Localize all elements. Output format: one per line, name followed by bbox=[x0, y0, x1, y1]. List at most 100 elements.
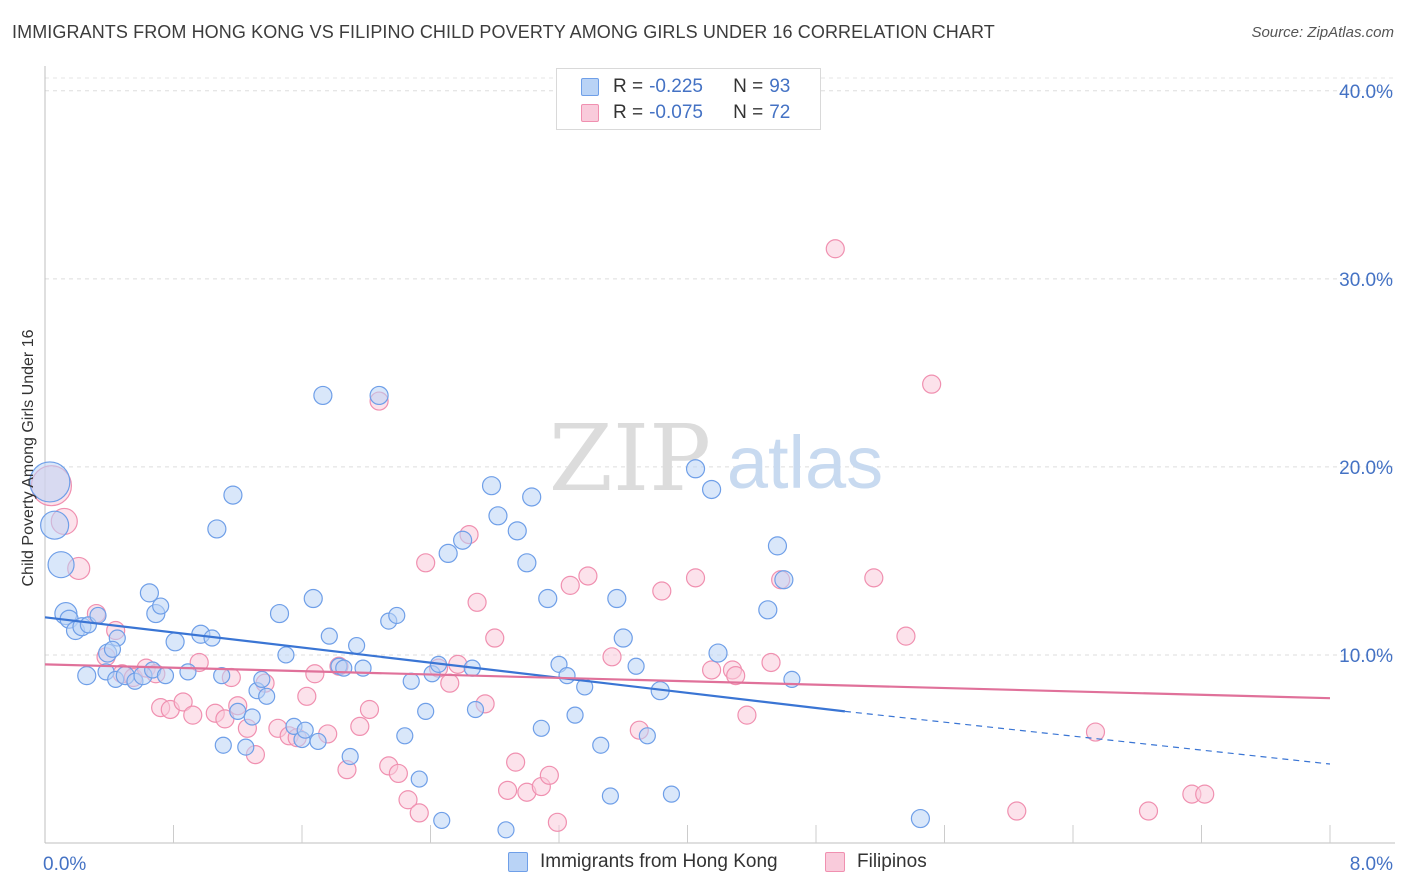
data-point bbox=[237, 738, 255, 756]
data-point bbox=[910, 808, 931, 829]
trend-line-hong-kong-extension bbox=[844, 710, 1331, 765]
data-point bbox=[498, 780, 518, 800]
data-point bbox=[297, 686, 317, 706]
legend-label: Filipinos bbox=[857, 851, 927, 872]
data-point bbox=[485, 628, 505, 648]
data-point bbox=[825, 239, 845, 259]
data-point bbox=[305, 664, 325, 684]
data-point bbox=[77, 666, 97, 686]
data-point bbox=[547, 812, 567, 832]
source-label: Source: ZipAtlas.com bbox=[1251, 24, 1394, 41]
data-point bbox=[517, 553, 537, 573]
data-point bbox=[701, 660, 722, 680]
data-point bbox=[433, 811, 451, 830]
data-point bbox=[348, 636, 366, 655]
data-point bbox=[388, 763, 408, 784]
data-point bbox=[214, 736, 232, 754]
y-tick-label: 40.0% bbox=[1339, 82, 1393, 103]
data-point bbox=[417, 702, 435, 720]
data-point bbox=[662, 785, 681, 803]
data-point bbox=[726, 666, 746, 686]
legend-r-label: R = bbox=[613, 76, 644, 97]
data-point bbox=[607, 588, 627, 609]
data-point bbox=[179, 663, 197, 681]
data-point bbox=[578, 566, 598, 586]
data-point bbox=[29, 461, 71, 503]
data-point bbox=[229, 702, 247, 720]
data-point bbox=[758, 600, 778, 620]
data-point bbox=[207, 519, 227, 539]
data-point bbox=[296, 721, 314, 739]
data-point bbox=[652, 581, 672, 601]
data-point bbox=[388, 606, 406, 625]
data-point bbox=[1085, 722, 1106, 742]
data-point bbox=[165, 632, 185, 652]
data-point bbox=[522, 487, 542, 507]
legend-n-label: N = bbox=[733, 76, 764, 97]
data-point bbox=[774, 570, 794, 590]
data-point bbox=[416, 553, 436, 573]
data-point bbox=[507, 521, 527, 541]
legend-swatch-pink bbox=[581, 104, 599, 122]
data-point bbox=[309, 732, 327, 751]
tick-labels: 10.0% 20.0% 30.0% 40.0% 0.0% 8.0% bbox=[43, 82, 1393, 875]
data-point bbox=[701, 479, 722, 500]
data-point bbox=[685, 459, 706, 479]
legend-n-label: N = bbox=[733, 102, 764, 123]
x-tick-label: 8.0% bbox=[1350, 854, 1393, 875]
data-point bbox=[269, 603, 290, 624]
data-point bbox=[47, 551, 75, 579]
watermark-zip: ZIP bbox=[549, 405, 711, 512]
data-point bbox=[864, 568, 884, 588]
data-point bbox=[410, 770, 428, 788]
y-tick-label: 30.0% bbox=[1339, 270, 1393, 291]
data-point bbox=[89, 606, 107, 625]
data-point bbox=[213, 667, 231, 685]
legend-r-value: -0.225 bbox=[649, 76, 703, 97]
data-point bbox=[396, 727, 414, 745]
legend-n-value: 72 bbox=[769, 102, 791, 123]
data-point bbox=[335, 659, 353, 677]
data-point bbox=[685, 568, 706, 588]
legend-swatch-blue bbox=[581, 78, 599, 96]
data-point bbox=[767, 536, 788, 556]
data-point bbox=[350, 716, 370, 737]
data-point bbox=[440, 673, 460, 693]
data-point bbox=[560, 575, 580, 595]
data-point bbox=[638, 727, 656, 745]
legend-swatch-blue bbox=[508, 852, 528, 872]
data-point bbox=[488, 506, 508, 526]
data-point bbox=[922, 374, 942, 394]
data-point bbox=[896, 626, 916, 646]
data-point bbox=[538, 588, 558, 609]
data-point bbox=[277, 646, 295, 664]
watermark: ZIP atlas bbox=[549, 405, 883, 512]
data-point bbox=[627, 657, 645, 675]
data-point bbox=[359, 699, 380, 720]
x-tick-label: 0.0% bbox=[43, 854, 86, 875]
legend-r-label: R = bbox=[613, 102, 644, 123]
data-point bbox=[1138, 801, 1159, 821]
trend-line-filipinos bbox=[44, 663, 1331, 700]
data-point bbox=[602, 647, 622, 667]
data-point bbox=[466, 700, 485, 719]
data-point bbox=[139, 583, 160, 603]
legend-item-filipinos: Filipinos bbox=[825, 851, 927, 873]
data-point bbox=[506, 752, 526, 772]
data-point bbox=[481, 476, 502, 496]
gridlines bbox=[45, 77, 1395, 656]
legend-label: Immigrants from Hong Kong bbox=[540, 851, 778, 872]
data-point bbox=[320, 627, 338, 645]
trend-lines bbox=[44, 616, 1331, 765]
data-point bbox=[438, 543, 458, 564]
data-point bbox=[40, 510, 70, 540]
axes bbox=[44, 66, 1395, 844]
data-point bbox=[1195, 784, 1215, 804]
correlation-legend: R = -0.225 N = 93 R = -0.075 N = 72 bbox=[556, 68, 821, 130]
data-point bbox=[152, 597, 170, 615]
data-point bbox=[532, 719, 550, 737]
data-point bbox=[398, 790, 418, 810]
data-point bbox=[313, 385, 333, 406]
legend-r-value: -0.075 bbox=[649, 102, 703, 123]
